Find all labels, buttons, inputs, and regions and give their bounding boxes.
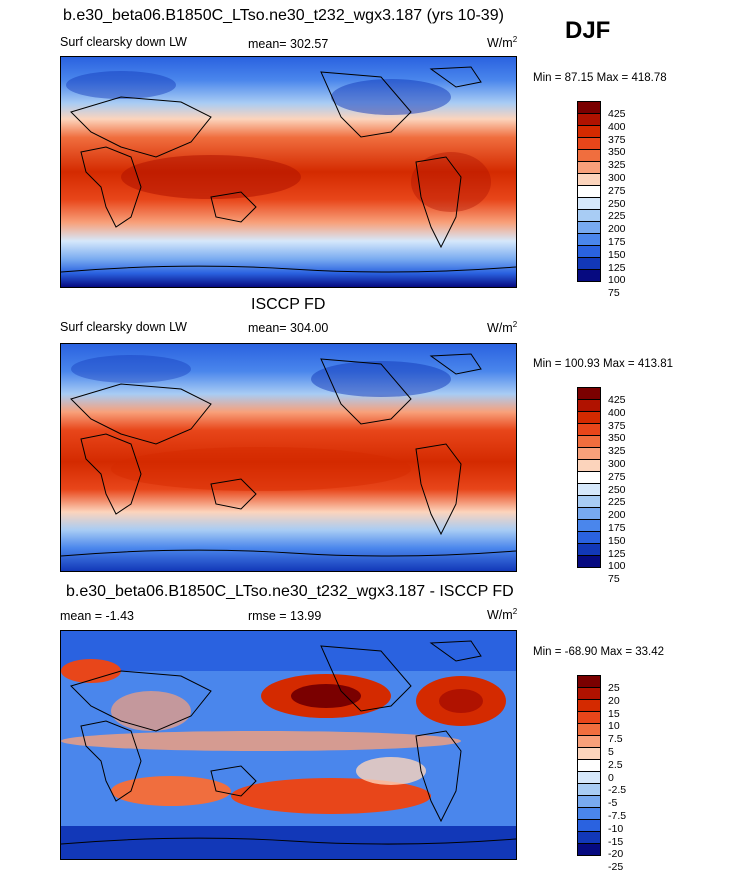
panel3-units: W/m2 — [487, 607, 518, 623]
panel3-mean-label: mean = -1.43 — [60, 609, 135, 623]
panel1-colorbar — [577, 101, 601, 282]
season-label: DJF — [565, 17, 611, 44]
panel1-map-svg — [61, 57, 516, 287]
panel1-mean-label: mean= 302.57 — [248, 37, 329, 51]
panel2-minmax: Min = 100.93 Max = 413.81 — [533, 358, 674, 370]
panel3-rmse-label: rmse = 13.99 — [248, 609, 322, 623]
panel2-colorbar-labels: 425 400 375 350 325 300 275 250 225 200 175 150 125 1… — [608, 394, 626, 586]
panel3-map — [60, 630, 517, 860]
panel3-minmax: Min = -68.90 Max = 33.42 — [533, 646, 665, 658]
panel2-title: ISCCP FD — [251, 296, 326, 313]
panel2-colorbar — [577, 387, 601, 568]
panel2-units: W/m2 — [487, 320, 518, 336]
panel3-title: b.e30_beta06.B1850C_LTso.ne30_t232_wgx3.… — [66, 583, 514, 600]
panel2-left-label: Surf clearsky down LW — [60, 320, 187, 334]
panel1-minmax: Min = 87.15 Max = 418.78 — [533, 72, 667, 84]
panel1-left-label: Surf clearsky down LW — [60, 35, 187, 49]
panel3-map-svg — [61, 631, 516, 859]
panel1-title: b.e30_beta06.B1850C_LTso.ne30_t232_wgx3.… — [63, 7, 504, 24]
panel3-colorbar — [577, 675, 601, 856]
panel2-mean-label: mean= 304.00 — [248, 321, 329, 335]
panel1-map — [60, 56, 517, 288]
panel2-map — [60, 343, 517, 572]
panel1-units: W/m2 — [487, 35, 518, 51]
panel3-colorbar-labels: 25 20 15 10 7.5 5 2.5 0 -2.5 -5 -7.5 -10 -15 -20 -25 — [608, 682, 627, 874]
panel2-map-svg — [61, 344, 516, 571]
panel1-colorbar-labels: 425 400 375 350 325 300 275 250 225 200 175 150 125 1… — [608, 108, 626, 300]
